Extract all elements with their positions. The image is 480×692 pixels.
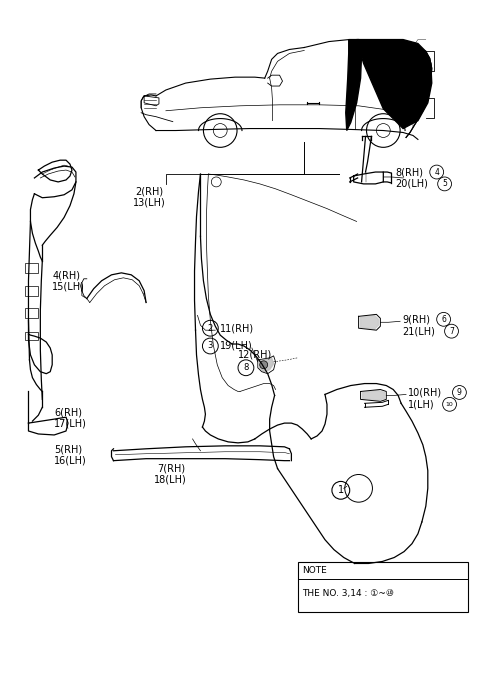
Text: 20(LH): 20(LH) <box>395 179 428 189</box>
Polygon shape <box>357 39 432 129</box>
Text: 2: 2 <box>208 324 213 333</box>
Text: NOTE: NOTE <box>302 566 327 575</box>
Text: 6: 6 <box>441 315 446 324</box>
Text: 19(LH): 19(LH) <box>220 341 253 351</box>
Text: 7(RH): 7(RH) <box>157 464 185 473</box>
Bar <box>24 286 38 295</box>
Text: 6(RH): 6(RH) <box>54 408 82 417</box>
Polygon shape <box>360 316 378 329</box>
Text: 4: 4 <box>434 167 439 176</box>
Polygon shape <box>346 39 361 131</box>
Text: 9(RH): 9(RH) <box>402 314 430 325</box>
Bar <box>24 332 38 340</box>
Polygon shape <box>362 390 384 401</box>
Circle shape <box>260 361 268 369</box>
Polygon shape <box>260 358 274 372</box>
Text: 5: 5 <box>442 179 447 188</box>
Text: 7: 7 <box>449 327 454 336</box>
FancyBboxPatch shape <box>298 563 468 612</box>
Text: 10(RH): 10(RH) <box>408 388 442 397</box>
Text: 13(LH): 13(LH) <box>132 198 166 208</box>
Text: 12(RH): 12(RH) <box>238 350 272 360</box>
Text: 9: 9 <box>457 388 462 397</box>
Text: 11(RH): 11(RH) <box>220 323 254 334</box>
Text: 4(RH): 4(RH) <box>52 271 80 281</box>
Text: 18(LH): 18(LH) <box>155 475 187 484</box>
Text: 1: 1 <box>338 485 344 495</box>
Text: 8: 8 <box>243 363 249 372</box>
Text: 1(LH): 1(LH) <box>408 399 435 409</box>
Text: 10: 10 <box>445 402 454 407</box>
Text: 5(RH): 5(RH) <box>54 445 82 455</box>
Bar <box>24 263 38 273</box>
Text: 17(LH): 17(LH) <box>54 418 87 428</box>
Text: 21(LH): 21(LH) <box>402 326 435 336</box>
Text: 15(LH): 15(LH) <box>52 282 85 292</box>
Bar <box>24 309 38 318</box>
Text: THE NO. 3,14 : ①~⑩: THE NO. 3,14 : ①~⑩ <box>302 589 394 598</box>
Text: 8(RH): 8(RH) <box>395 167 423 177</box>
Text: 2(RH): 2(RH) <box>135 187 163 197</box>
Text: 16(LH): 16(LH) <box>54 456 87 466</box>
Text: 3: 3 <box>208 341 213 351</box>
